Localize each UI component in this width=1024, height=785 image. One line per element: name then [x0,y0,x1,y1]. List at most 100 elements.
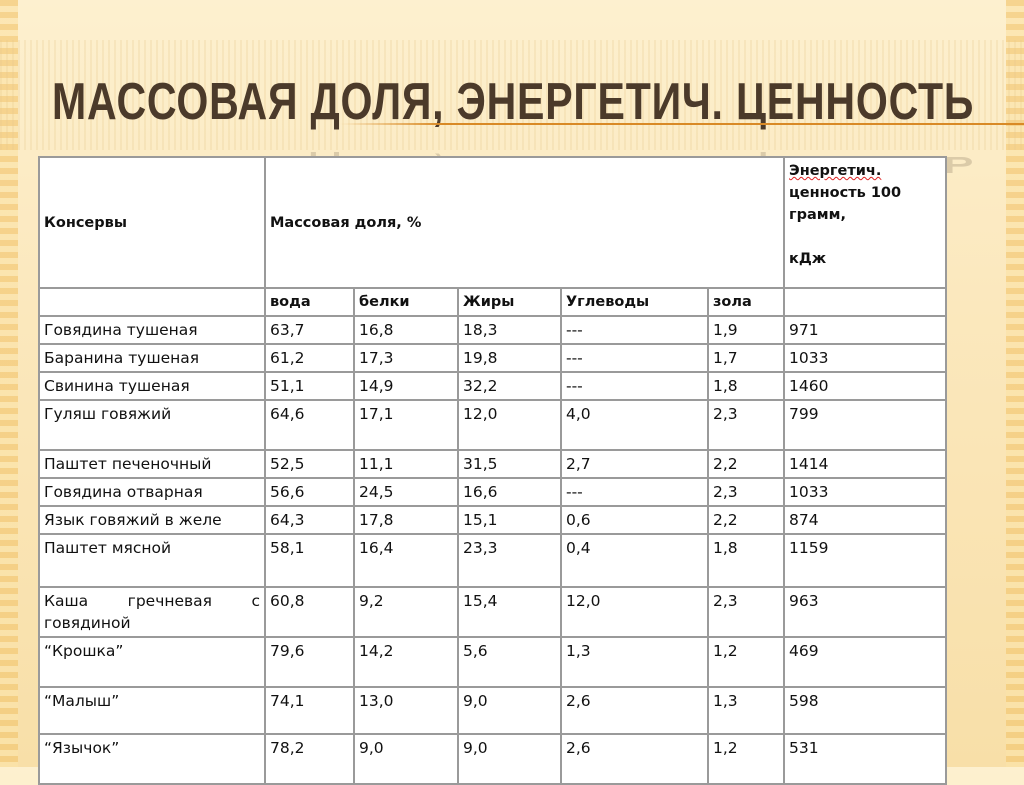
cell-product-name: Говядина тушеная [38,315,266,345]
cell-carbs: --- [560,371,709,401]
decorative-right-border [1006,0,1024,767]
table-row: “Крошка” 79,6 14,2 5,6 1,3 1,2 469 [38,636,948,688]
header-product: Консервы [38,156,266,289]
cell-energy: 469 [783,636,948,688]
cell-ash: 2,2 [706,505,786,535]
cell-protein: 16,4 [353,533,459,588]
table-row: Гуляш говяжий 64,6 17,1 12,0 4,0 2,3 799 [38,399,948,451]
table-header-row: Консервы Массовая доля, % Энергетич. цен… [38,156,948,289]
cell-carbs: 0,6 [560,505,709,535]
cell-fat: 12,0 [457,399,562,451]
subheader-water: вода [264,287,355,317]
cell-product-name: Баранина тушеная [38,343,266,373]
cell-product-name: “Крошка” [38,636,266,688]
cell-product-name: Свинина тушеная [38,371,266,401]
cell-water: 63,7 [264,315,355,345]
subheader-protein: белки [353,287,459,317]
cell-protein: 16,8 [353,315,459,345]
cell-protein: 14,9 [353,371,459,401]
table-row: Паштет печеночный 52,5 11,1 31,5 2,7 2,2 1414 [38,449,948,479]
cell-carbs: 12,0 [560,586,709,638]
cell-ash: 1,2 [706,636,786,688]
cell-product-name: Говядина отварная [38,477,266,507]
cell-energy: 1414 [783,449,948,479]
header-energy-unit: кДж [789,251,827,267]
table-row: “Малыш” 74,1 13,0 9,0 2,6 1,3 598 [38,686,948,735]
cell-product-name: “Язычок” [38,733,266,785]
subheader-fat: Жиры [457,287,562,317]
cell-product-name: “Малыш” [38,686,266,735]
header-energy-line1: Энергетич. [789,163,882,179]
subheader-energy [783,287,948,317]
cell-carbs: 1,3 [560,636,709,688]
cell-fat: 9,0 [457,686,562,735]
cell-carbs: --- [560,477,709,507]
subheader-empty [38,287,266,317]
cell-carbs: 0,4 [560,533,709,588]
cell-water: 74,1 [264,686,355,735]
cell-ash: 1,2 [706,733,786,785]
cell-fat: 9,0 [457,733,562,785]
cell-product-name: Паштет печеночный [38,449,266,479]
table-row: Язык говяжий в желе 64,3 17,8 15,1 0,6 2,2 874 [38,505,948,535]
cell-fat: 15,4 [457,586,562,638]
header-mass-fraction: Массовая доля, % [263,156,786,289]
cell-fat: 15,1 [457,505,562,535]
cell-ash: 1,9 [706,315,786,345]
cell-energy: 598 [783,686,948,735]
cell-carbs: 2,6 [560,733,709,785]
cell-fat: 32,2 [457,371,562,401]
cell-protein: 17,3 [353,343,459,373]
cell-energy: 1460 [783,371,948,401]
cell-carbs: 2,6 [560,686,709,735]
cell-energy: 1159 [783,533,948,588]
table-subheader-row: вода белки Жиры Углеводы зола [38,287,948,317]
cell-product-name: Паштет мясной [38,533,266,588]
cell-ash: 1,8 [706,371,786,401]
cell-protein: 13,0 [353,686,459,735]
cell-product-name: Гуляш говяжий [38,399,266,451]
title-underline [340,123,1024,125]
cell-fat: 19,8 [457,343,562,373]
header-energy-line2: ценность 100 грамм, [789,185,902,223]
cell-water: 51,1 [264,371,355,401]
subheader-ash: зола [706,287,786,317]
cell-fat: 18,3 [457,315,562,345]
cell-water: 52,5 [264,449,355,479]
cell-water: 58,1 [264,533,355,588]
cell-water: 64,3 [264,505,355,535]
table-row: Паштет мясной 58,1 16,4 23,3 0,4 1,8 1159 [38,533,948,588]
cell-fat: 23,3 [457,533,562,588]
cell-ash: 2,3 [706,477,786,507]
table-row: Баранина тушеная 61,2 17,3 19,8 --- 1,7 1033 [38,343,948,373]
cell-ash: 2,3 [706,586,786,638]
cell-protein: 17,1 [353,399,459,451]
cell-water: 79,6 [264,636,355,688]
cell-protein: 24,5 [353,477,459,507]
cell-water: 78,2 [264,733,355,785]
cell-product-name: Язык говяжий в желе [38,505,266,535]
nutrition-table: Консервы Массовая доля, % Энергетич. цен… [38,156,948,785]
cell-fat: 31,5 [457,449,562,479]
decorative-left-border [0,0,18,767]
cell-fat: 16,6 [457,477,562,507]
cell-carbs: --- [560,343,709,373]
cell-product-name: Каша гречневая с говядиной [38,586,266,638]
cell-carbs: 2,7 [560,449,709,479]
cell-energy: 1033 [783,343,948,373]
cell-protein: 9,2 [353,586,459,638]
cell-water: 61,2 [264,343,355,373]
cell-protein: 14,2 [353,636,459,688]
cell-carbs: --- [560,315,709,345]
cell-protein: 9,0 [353,733,459,785]
cell-ash: 1,3 [706,686,786,735]
subheader-carbs: Углеводы [560,287,709,317]
cell-energy: 874 [783,505,948,535]
header-energy: Энергетич. ценность 100 грамм, кДж [783,156,948,289]
cell-energy: 1033 [783,477,948,507]
cell-fat: 5,6 [457,636,562,688]
cell-energy: 971 [783,315,948,345]
cell-water: 60,8 [264,586,355,638]
table-row: Каша гречневая с говядиной 60,8 9,2 15,4 12,… [38,586,948,638]
cell-carbs: 4,0 [560,399,709,451]
